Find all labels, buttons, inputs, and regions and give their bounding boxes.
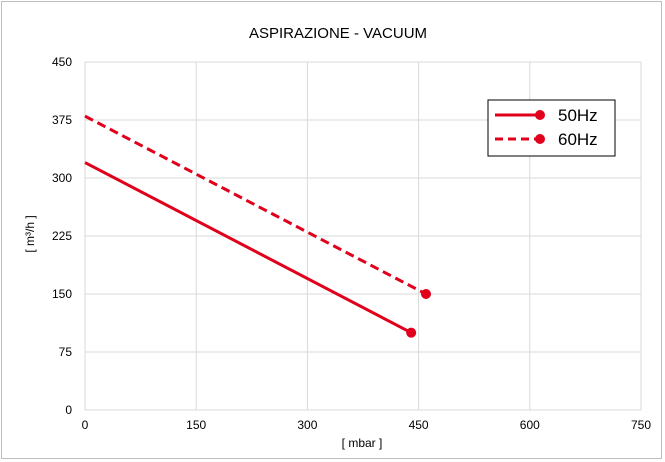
x-tick-label: 450 xyxy=(409,418,429,432)
legend-marker-50Hz xyxy=(535,110,545,120)
grid xyxy=(84,61,642,411)
legend-label-60Hz: 60Hz xyxy=(558,130,598,149)
x-tick-label: 300 xyxy=(297,418,317,432)
series-end-marker-50Hz xyxy=(406,327,417,338)
y-tick-label: 150 xyxy=(52,287,72,301)
y-axis-title: [ m³/h ] xyxy=(23,215,37,252)
x-tick-label: 750 xyxy=(631,418,651,432)
legend-label-50Hz: 50Hz xyxy=(558,106,598,125)
y-tick-label: 300 xyxy=(52,171,72,185)
y-tick-label: 75 xyxy=(59,345,73,359)
y-tick-labels: 0 75 150 225 300 375 450 xyxy=(52,55,72,417)
y-tick-label: 0 xyxy=(65,403,72,417)
y-tick-label: 225 xyxy=(52,229,72,243)
x-tick-labels: 0 150 300 450 600 750 xyxy=(82,418,652,432)
series-layer xyxy=(84,114,432,338)
x-axis-title: [ mbar ] xyxy=(342,436,383,450)
series-end-marker-60Hz xyxy=(421,289,432,299)
x-tick-label: 600 xyxy=(520,418,540,432)
x-tick-label: 0 xyxy=(82,418,89,432)
y-tick-label: 375 xyxy=(52,113,72,127)
series-line-50Hz xyxy=(84,161,412,334)
chart-title: ASPIRAZIONE - VACUUM xyxy=(249,25,427,42)
x-tick-label: 150 xyxy=(186,418,206,432)
y-tick-label: 450 xyxy=(52,55,72,69)
legend-box xyxy=(487,99,616,157)
series-line-60Hz xyxy=(84,114,427,296)
legend: 50Hz 60Hz xyxy=(487,99,616,157)
legend-marker-60Hz xyxy=(535,134,545,144)
